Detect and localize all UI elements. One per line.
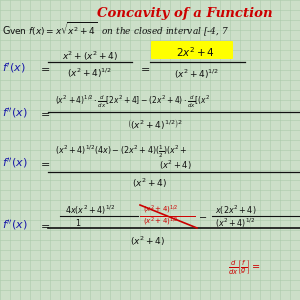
Text: $1$: $1$ xyxy=(75,218,81,229)
Text: $(x^2+4)$: $(x^2+4)$ xyxy=(130,234,165,248)
Text: $=$: $=$ xyxy=(38,108,50,118)
Text: $(x^2+4)^{1/2}$: $(x^2+4)^{1/2}$ xyxy=(68,66,112,80)
Text: $x(2x^2+4)$: $x(2x^2+4)$ xyxy=(215,203,256,217)
Text: $f'(x)$: $f'(x)$ xyxy=(2,61,26,75)
Text: $(x^2+4)^{1/2}$: $(x^2+4)^{1/2}$ xyxy=(174,67,220,81)
Text: Concavity of a Function: Concavity of a Function xyxy=(97,8,273,20)
Text: $f''(x)$: $f''(x)$ xyxy=(2,106,28,120)
FancyBboxPatch shape xyxy=(151,41,233,59)
Text: $=$: $=$ xyxy=(38,220,50,230)
Text: $(x^2+4)$: $(x^2+4)$ xyxy=(159,158,191,172)
Text: $(x^2+4)^{1/2}$: $(x^2+4)^{1/2}$ xyxy=(143,216,178,228)
Text: $\mathrm{ven}\ f(x) = x\sqrt{x^2+4}$  on the closed interval [-4, 7: $\mathrm{ven}\ f(x) = x\sqrt{x^2+4}$ on … xyxy=(9,21,229,39)
Text: $\left((x^2+4)^{1/2}\right)^2$: $\left((x^2+4)^{1/2}\right)^2$ xyxy=(127,117,183,131)
Text: $\frac{d}{dx}\left[\frac{f}{g}\right]=$: $\frac{d}{dx}\left[\frac{f}{g}\right]=$ xyxy=(228,259,261,277)
Text: $f''(x)$: $f''(x)$ xyxy=(2,218,28,232)
Text: $x^2+(x^2+4)$: $x^2+(x^2+4)$ xyxy=(62,49,118,63)
Text: $f''(x)$: $f''(x)$ xyxy=(2,156,28,170)
Text: $=$: $=$ xyxy=(38,158,50,168)
Text: $(x^2+4)$: $(x^2+4)$ xyxy=(133,176,167,190)
Text: $\mathrm{G}$: $\mathrm{G}$ xyxy=(2,24,11,36)
Text: $-$: $-$ xyxy=(198,212,207,221)
Text: $(x^2+4)^{1/2}$: $(x^2+4)^{1/2}$ xyxy=(215,216,256,230)
Text: $(x^2+4)^{1/2}$: $(x^2+4)^{1/2}$ xyxy=(143,204,178,216)
Text: $2x^2+4$: $2x^2+4$ xyxy=(176,45,214,59)
Text: $=$: $=$ xyxy=(138,63,150,73)
Text: $4x(x^2+4)^{1/2}$: $4x(x^2+4)^{1/2}$ xyxy=(65,203,115,217)
Text: $(x^2+4)^{1/2}(4x)-(2x^2+4)(\frac{1}{2})(x^2+$: $(x^2+4)^{1/2}(4x)-(2x^2+4)(\frac{1}{2})… xyxy=(55,144,188,160)
Text: $=$: $=$ xyxy=(38,63,50,73)
Text: $(x^2+4)^{1/2}\cdot\frac{d}{dx}[2x^2+4]-(2x^2+4)\cdot\frac{d}{dx}[(x^2$: $(x^2+4)^{1/2}\cdot\frac{d}{dx}[2x^2+4]-… xyxy=(55,94,211,110)
